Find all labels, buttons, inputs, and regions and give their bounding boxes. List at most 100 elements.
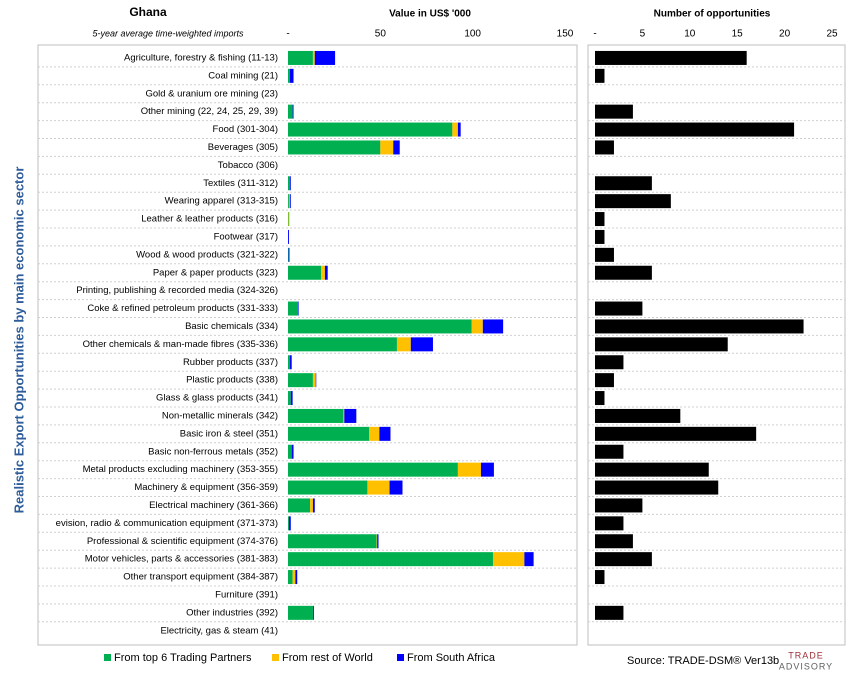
bar [595,247,614,262]
y-axis-title: Realistic Export Opportunities by main e… [11,167,26,514]
axis-title: Number of opportunities [654,9,771,20]
bar-segment [288,194,290,209]
bar-segment [288,50,313,65]
x-tick-label: - [593,29,596,40]
category-label: Non-metallic minerals (342) [162,410,278,421]
bar [595,265,652,280]
category-label: Other industries (392) [186,607,278,618]
bar-segment [288,426,370,441]
category-label: Paper & paper products (323) [153,267,278,278]
bar-segment [480,462,494,477]
bar-segment [288,498,311,513]
bar [595,122,795,137]
right-frame [587,44,846,646]
bar-segment [288,247,290,262]
category-label: Wearing apparel (313-315) [165,196,278,207]
bar [595,605,624,620]
x-tick-label: 100 [464,29,481,40]
category-label: Agriculture, forestry & fishing (11-13) [124,52,278,63]
chart-title: Ghana [129,5,167,19]
bar-segment [288,301,299,316]
category-label: Other transport equipment (384-387) [123,572,278,583]
x-tick-label: 5 [640,29,646,40]
bar-segment [457,122,461,137]
bar [595,444,624,459]
bar [595,426,757,441]
category-label: Machinery & equipment (356-359) [134,482,278,493]
bar-segment [343,408,345,423]
legend-label: From South Africa [407,652,496,664]
bar [595,194,671,209]
source: Source: TRADE-DSM® Ver13b [627,655,779,667]
bar-segment [524,552,534,567]
bar [595,373,614,388]
x-tick-label: 150 [557,29,574,40]
bar-segment [288,516,289,531]
category-label: Basic iron & steel (351) [180,428,278,439]
bar-segment [367,480,390,495]
category-label: Tobacco (306) [218,160,278,171]
category-label: Printing, publishing & recorded media (3… [76,285,278,296]
x-tick-label: 25 [826,29,838,40]
bar-segment [292,570,296,585]
bar-segment [380,140,394,155]
x-tick-label: 50 [375,29,387,40]
bar-segment [377,534,379,549]
bar-segment [288,68,290,83]
bar-segment [288,319,472,334]
left-frame [37,44,578,646]
bar-segment [295,570,298,585]
bar-segment [288,462,458,477]
bar-segment [288,605,313,620]
bar-segment [288,194,289,209]
bar-segment [298,301,299,316]
legend-swatch [397,654,404,661]
bar [595,50,747,65]
category-label: Other mining (22, 24, 25, 29, 39) [141,106,278,117]
bar-segment [288,265,322,280]
bar-segment [288,104,293,119]
bar-segment [410,337,433,352]
subtitle: 5-year average time-weighted imports [92,28,244,38]
bar-segment [314,50,336,65]
category-label: Basic chemicals (334) [185,321,278,332]
bar-segment [288,212,290,227]
bar-segment [321,265,325,280]
bar-segment [288,337,397,352]
category-label: Wood & wood products (321-322) [136,249,278,260]
legend-swatch [272,654,279,661]
bar-segment [379,426,391,441]
category-label: Beverages (305) [208,142,278,153]
bar-segment [344,408,357,423]
category-label: Coke & refined petroleum products (331-3… [87,303,278,314]
category-label: Electricity, gas & steam (41) [160,625,278,636]
bar-segment [288,212,289,227]
bar-segment [292,104,294,119]
bar-segment [312,605,314,620]
legend-swatch [104,654,111,661]
bar-segment [288,122,453,137]
logo: ADVISORY [779,661,833,671]
bar-segment [310,498,313,513]
bar [595,498,643,513]
category-label: Leather & leather products (316) [141,214,278,225]
category-label: Coal mining (21) [208,70,278,81]
x-tick-label: - [286,29,289,40]
logo: TRADE [788,650,824,660]
category-label: Plastic products (338) [186,375,278,386]
bar-segment [452,122,458,137]
bar [595,462,709,477]
bar-segment [457,462,481,477]
bar-segment [288,480,368,495]
bar [595,176,652,191]
category-label: Professional & scientific equipment (374… [87,536,278,547]
bar-segment [315,373,317,388]
bar-segment [393,140,400,155]
x-tick-label: 10 [684,29,696,40]
bar [595,319,804,334]
category-label: Footwear (317) [214,231,278,242]
bar-segment [482,319,504,334]
bar [595,570,605,585]
category-label: Food (301-304) [213,124,278,135]
